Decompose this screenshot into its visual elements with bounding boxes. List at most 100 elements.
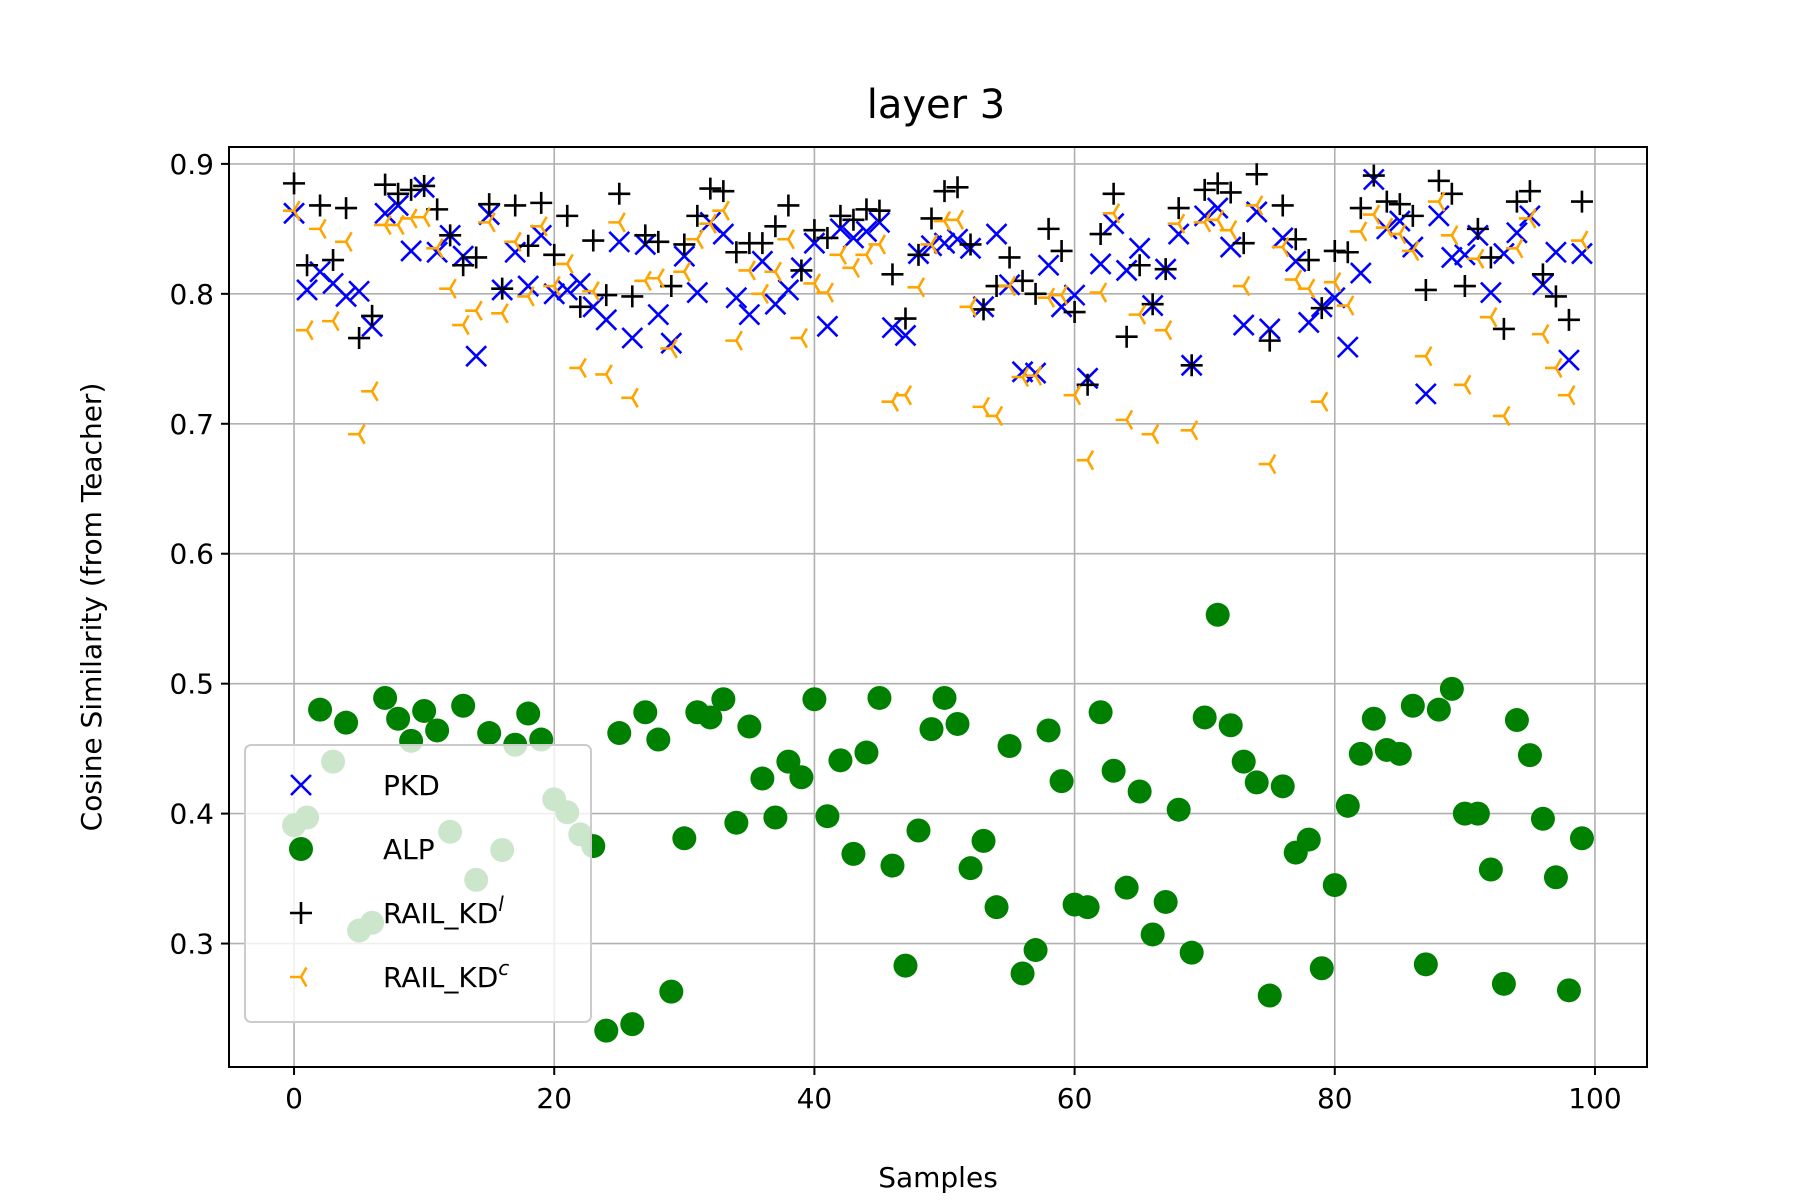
data-point	[1440, 225, 1459, 246]
data-point	[569, 295, 592, 318]
data-point	[334, 710, 359, 735]
data-point	[477, 721, 502, 746]
data-point	[1349, 221, 1368, 242]
data-point	[738, 260, 756, 281]
data-point	[621, 387, 639, 408]
data-point	[829, 217, 852, 240]
data-point	[1453, 275, 1476, 298]
data-point	[1465, 801, 1490, 826]
data-point	[491, 303, 509, 324]
data-point	[1076, 373, 1099, 396]
data-point	[1270, 774, 1295, 799]
data-point	[1271, 236, 1290, 258]
legend-label: ALP	[383, 833, 435, 866]
data-point	[1426, 697, 1451, 722]
data-point	[751, 232, 774, 255]
data-point	[283, 200, 301, 221]
data-point	[1050, 284, 1069, 306]
data-point	[1387, 741, 1412, 766]
data-point	[816, 226, 839, 249]
data-point	[491, 277, 514, 300]
data-point	[1479, 246, 1502, 269]
data-point	[1375, 217, 1394, 238]
y-tick-label: 0.9	[169, 148, 214, 181]
data-point	[1284, 250, 1307, 273]
series-rail-kd-l	[283, 163, 1593, 396]
data-point	[933, 210, 952, 232]
data-point	[1322, 873, 1347, 898]
chart-title: layer 3	[867, 82, 1006, 128]
data-point	[1180, 354, 1203, 377]
data-point	[1336, 241, 1359, 264]
data-point	[841, 841, 866, 866]
data-point	[854, 740, 879, 765]
data-point	[1205, 602, 1230, 627]
data-point	[712, 223, 735, 245]
x-tick-label: 80	[1317, 1082, 1353, 1115]
data-point	[1362, 204, 1381, 225]
data-point	[867, 685, 892, 710]
data-point	[1141, 423, 1160, 445]
data-point	[1049, 769, 1074, 794]
series-rail-kd-c	[283, 191, 1589, 475]
x-tick-label: 20	[536, 1082, 572, 1115]
data-point	[387, 214, 405, 236]
data-point	[517, 234, 540, 257]
data-point	[737, 714, 762, 739]
data-point	[594, 1018, 619, 1043]
data-point	[1271, 227, 1294, 249]
data-point	[1571, 242, 1593, 265]
data-point	[1401, 240, 1420, 262]
data-point	[348, 327, 371, 350]
data-point	[659, 979, 684, 1004]
data-point	[919, 717, 944, 742]
data-point	[361, 304, 384, 327]
data-point	[1531, 323, 1550, 345]
data-point	[530, 216, 548, 237]
y-tick-label: 0.4	[169, 798, 214, 831]
data-point	[1413, 952, 1438, 977]
data-point	[1400, 693, 1425, 718]
data-point	[452, 254, 475, 277]
data-point	[686, 229, 704, 250]
data-point	[1037, 217, 1060, 240]
data-point	[933, 180, 956, 203]
data-point	[1466, 248, 1485, 269]
data-point	[724, 810, 749, 835]
data-point	[725, 241, 748, 264]
data-point	[881, 263, 904, 286]
data-point	[750, 766, 775, 791]
data-point	[1245, 195, 1264, 216]
data-point	[1102, 212, 1125, 235]
data-point	[725, 286, 748, 309]
data-point	[1232, 314, 1255, 336]
data-point	[1517, 743, 1542, 768]
data-point	[608, 182, 631, 205]
data-point	[308, 697, 333, 722]
data-point	[426, 238, 444, 259]
data-point	[868, 211, 891, 234]
data-point	[1193, 178, 1216, 201]
data-point	[1504, 708, 1529, 733]
data-point	[1543, 865, 1568, 890]
data-point	[633, 700, 658, 725]
y-tick-label: 0.3	[169, 928, 214, 961]
data-point	[1401, 236, 1424, 258]
data-point	[1414, 278, 1437, 301]
data-point	[1427, 191, 1446, 212]
data-point	[439, 224, 462, 247]
data-point	[1167, 197, 1190, 220]
data-point	[1388, 210, 1411, 232]
data-point	[1427, 169, 1450, 192]
data-point	[1063, 284, 1086, 307]
data-point	[322, 249, 345, 272]
data-point	[1219, 236, 1242, 258]
data-point	[1128, 237, 1151, 260]
data-point	[647, 230, 670, 253]
data-point	[673, 245, 696, 268]
legend-label: PKD	[383, 769, 440, 802]
data-point	[1362, 164, 1385, 187]
data-point	[1102, 182, 1125, 205]
data-point	[1101, 758, 1126, 783]
data-point	[646, 727, 671, 752]
